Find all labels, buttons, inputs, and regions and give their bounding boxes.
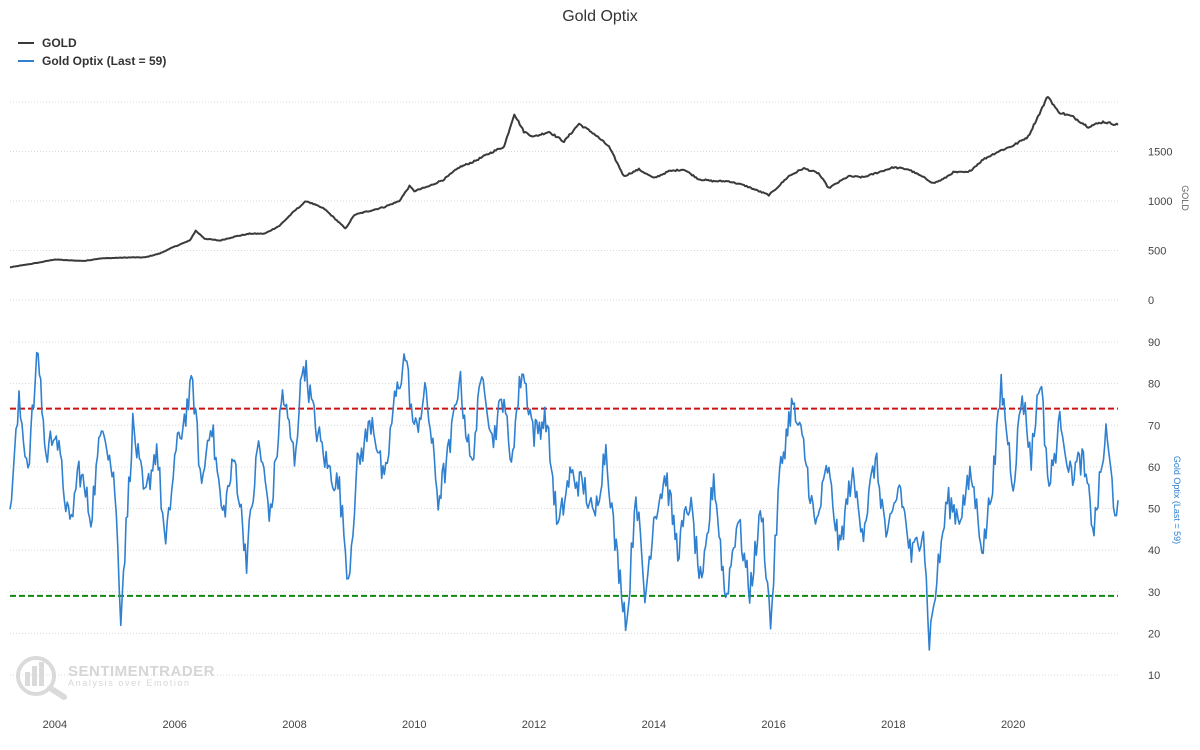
y-tick-optix: 50 [1148,504,1160,516]
series-line-price [9,96,1119,269]
x-tick: 2018 [881,719,905,731]
x-tick: 2020 [1001,719,1025,731]
x-tick: 2012 [522,719,546,731]
series-line-optix [9,351,1119,651]
y-tick-price: 0 [1148,295,1154,307]
y-tick-price: 1500 [1148,147,1172,159]
x-axis-ticks: 2004 2006 2008 2010 2012 2014 2016 2018 2020 [43,719,1026,731]
y-tick-optix: 80 [1148,379,1160,391]
x-tick: 2014 [642,719,666,731]
watermark-brand: SENTIMENTRADER [68,663,215,680]
y-tick-price: 500 [1148,246,1166,258]
y-tick-price: 1000 [1148,196,1172,208]
legend-label-optix[interactable]: Gold Optix (Last = 59) [42,54,166,68]
y-tick-optix: 10 [1148,670,1160,682]
y-axis-ticks: 0 500 1000 1500 10 20 30 40 50 60 70 80 90 [1148,147,1172,683]
x-tick: 2008 [282,719,306,731]
y-tick-optix: 60 [1148,462,1160,474]
chart-title: Gold Optix [562,8,638,25]
sentimentrader-watermark: SENTIMENTRADER Analysis over Emotion [16,656,215,700]
x-tick: 2010 [402,719,426,731]
x-tick: 2016 [761,719,785,731]
y-tick-optix: 40 [1148,545,1160,557]
y-tick-optix: 20 [1148,628,1160,640]
watermark-tagline: Analysis over Emotion [68,678,191,688]
y-tick-optix: 30 [1148,587,1160,599]
x-tick: 2006 [162,719,186,731]
sentimentrader-logo-icon [16,656,67,700]
legend[interactable]: GOLD Gold Optix (Last = 59) [18,36,166,68]
y-tick-optix: 90 [1148,337,1160,349]
y-axis-title-optix: Gold Optix (Last = 59) [1172,456,1182,544]
y-tick-optix: 70 [1148,420,1160,432]
plot-series [9,96,1119,651]
gridlines [10,101,1118,676]
x-tick: 2004 [43,719,67,731]
y-axis-title-gold: GOLD [1180,185,1190,211]
legend-label-gold[interactable]: GOLD [42,36,77,50]
